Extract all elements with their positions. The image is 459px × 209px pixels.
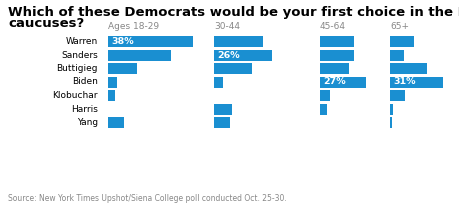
Bar (319, 63, 348, 74)
Text: 65+: 65+ (389, 22, 408, 31)
Text: 26%: 26% (217, 51, 239, 60)
Text: Biden: Biden (72, 78, 98, 87)
Bar (213, 76, 223, 88)
Bar (319, 103, 326, 115)
Bar (389, 103, 392, 115)
Bar (108, 76, 117, 88)
Bar (389, 117, 391, 128)
Bar (213, 103, 231, 115)
Text: Buttigieg: Buttigieg (56, 64, 98, 73)
Bar (213, 50, 272, 60)
Bar (319, 36, 353, 47)
Bar (319, 76, 365, 88)
Text: 45-64: 45-64 (319, 22, 345, 31)
Bar (213, 36, 263, 47)
Text: 31%: 31% (392, 78, 414, 87)
Bar (108, 90, 114, 101)
Bar (108, 50, 171, 60)
Bar (213, 117, 229, 128)
Bar (389, 36, 413, 47)
Bar (389, 63, 426, 74)
Text: Source: New York Times Upshot/Siena College poll conducted Oct. 25-30.: Source: New York Times Upshot/Siena Coll… (8, 194, 286, 203)
Text: Klobuchar: Klobuchar (52, 91, 98, 100)
Bar (108, 36, 193, 47)
Bar (108, 117, 123, 128)
Bar (389, 50, 403, 60)
Bar (319, 50, 353, 60)
Text: Which of these Democrats would be your first choice in the Iowa: Which of these Democrats would be your f… (8, 6, 459, 19)
Text: 30-44: 30-44 (213, 22, 240, 31)
Text: Sanders: Sanders (61, 51, 98, 60)
Bar (389, 76, 442, 88)
Text: 27%: 27% (322, 78, 345, 87)
Bar (108, 63, 137, 74)
Text: 38%: 38% (111, 37, 133, 46)
Text: caucuses?: caucuses? (8, 17, 84, 30)
Text: Yang: Yang (77, 118, 98, 127)
Text: Harris: Harris (71, 104, 98, 113)
Text: Ages 18-29: Ages 18-29 (108, 22, 159, 31)
Bar (389, 90, 404, 101)
Text: Warren: Warren (66, 37, 98, 46)
Bar (319, 90, 330, 101)
Bar (213, 63, 252, 74)
